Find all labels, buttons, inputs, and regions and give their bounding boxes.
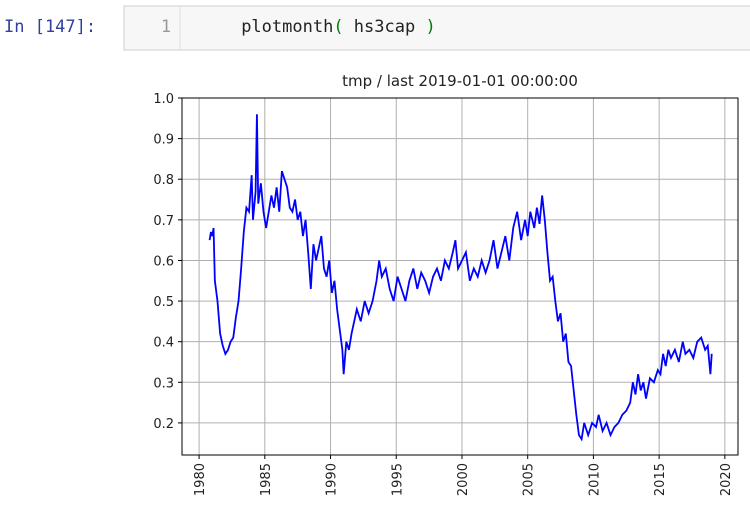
code-token: hs3cap (344, 17, 426, 37)
cell-prompt: In [147]: (4, 17, 96, 37)
x-tick-label: 2000 (456, 463, 471, 496)
code-token: ) (425, 17, 435, 37)
y-tick-label: 0.7 (153, 214, 174, 229)
y-tick-label: 0.9 (153, 133, 174, 148)
x-tick-label: 2020 (719, 463, 734, 496)
x-tick-label: 1980 (193, 463, 208, 496)
x-tick-label: 1985 (259, 463, 274, 496)
x-tick-label: 2015 (653, 463, 668, 496)
y-tick-label: 0.4 (153, 336, 174, 351)
y-tick-label: 0.3 (153, 376, 174, 391)
plot: 0.2 0.3 0.4 0.5 0.6 0.7 0.8 0.9 1.0 1980 1985 1990 1… (153, 92, 739, 496)
code-token: plotmonth (241, 17, 333, 37)
code-line: plotmonth( hs3cap ) (190, 17, 466, 37)
axes-frame (181, 97, 739, 456)
line-number: 1 (161, 17, 171, 37)
x-tick-label: 2005 (522, 463, 537, 496)
y-tick-label: 0.6 (153, 254, 174, 269)
code-cell[interactable] (123, 5, 750, 51)
y-tick-label: 0.2 (153, 417, 174, 432)
y-tick-label: 1.0 (153, 92, 174, 107)
x-tick-label: 2010 (587, 463, 602, 496)
chart-title: tmp / last 2019-01-01 00:00:00 (342, 72, 578, 90)
data-line (208, 114, 713, 442)
x-tick-label: 1995 (390, 463, 405, 496)
x-tick-label: 1990 (325, 463, 340, 496)
code-token: ( (333, 17, 343, 37)
y-tick-label: 0.8 (153, 173, 174, 188)
y-tick-label: 0.5 (153, 295, 174, 310)
